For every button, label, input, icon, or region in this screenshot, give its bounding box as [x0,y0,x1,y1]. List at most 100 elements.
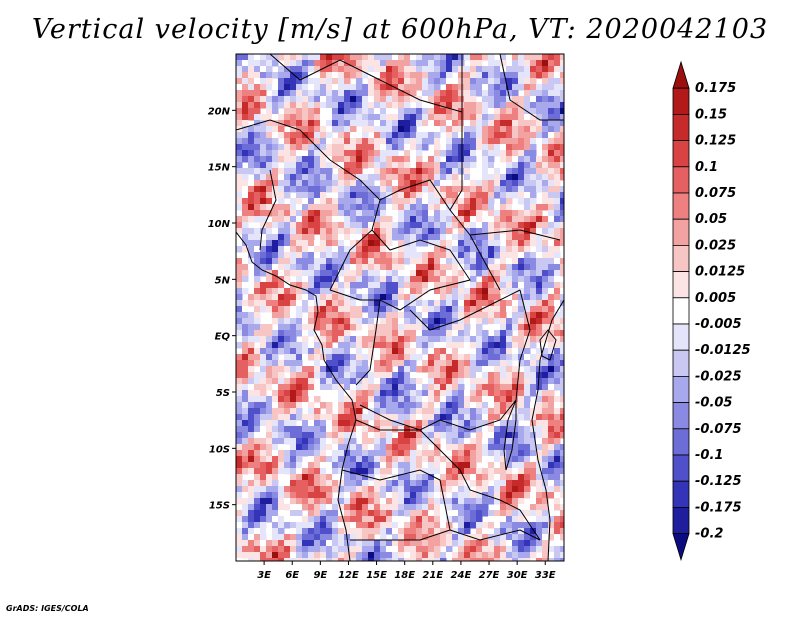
field-cell [374,90,381,97]
field-cell [476,492,483,499]
field-cell [434,396,441,403]
field-cell [290,498,297,505]
field-cell [254,378,261,385]
field-cell [332,204,339,211]
field-cell [266,360,273,367]
field-cell [380,306,387,313]
field-cell [548,462,555,469]
field-cell [416,498,423,505]
field-cell [548,390,555,397]
field-cell [548,522,555,529]
field-cell [404,288,411,295]
field-cell [254,348,261,355]
field-cell [512,342,519,349]
field-cell [398,168,405,175]
field-cell [422,276,429,283]
colorbar-segment [672,271,690,299]
field-cell [248,186,255,193]
field-cell [380,300,387,307]
field-cell [350,354,357,361]
field-cell [332,474,339,481]
field-cell [386,438,393,445]
field-cell [398,138,405,145]
field-cell [548,492,555,499]
field-cell [464,150,471,157]
field-cell [278,462,285,469]
field-cell [464,192,471,199]
field-cell [560,390,564,397]
field-cell [248,504,255,511]
field-cell [512,300,519,307]
field-cell [458,84,465,91]
field-cell [470,504,477,511]
field-cell [440,456,447,463]
field-cell [488,450,495,457]
field-cell [392,150,399,157]
field-cell [302,186,309,193]
field-cell [392,288,399,295]
field-cell [284,486,291,493]
field-cell [254,300,261,307]
field-cell [290,264,297,271]
field-cell [434,66,441,73]
field-cell [350,384,357,391]
field-cell [386,486,393,493]
field-cell [368,378,375,385]
field-cell [482,348,489,355]
field-cell [266,246,273,253]
colorbar-label: 0.125 [695,134,736,149]
field-cell [362,360,369,367]
field-cell [404,534,411,541]
field-cell [362,156,369,163]
field-cell [236,282,243,289]
field-cell [332,174,339,181]
field-cell [536,378,543,385]
field-cell [554,414,561,421]
field-cell [242,222,249,229]
field-cell [416,282,423,289]
field-cell [530,258,537,265]
field-cell [368,414,375,421]
field-cell [344,318,351,325]
field-cell [458,378,465,385]
field-cell [476,312,483,319]
field-cell [236,516,243,523]
field-cell [494,336,501,343]
field-cell [440,366,447,373]
field-cell [506,426,513,433]
field-cell [320,144,327,151]
field-cell [500,144,507,151]
field-cell [374,444,381,451]
field-cell [326,456,333,463]
field-cell [320,246,327,253]
field-cell [458,108,465,115]
field-cell [494,372,501,379]
field-cell [356,204,363,211]
field-cell [296,378,303,385]
field-cell [302,78,309,85]
field-cell [242,288,249,295]
field-cell [470,558,477,561]
field-cell [326,420,333,427]
field-cell [320,444,327,451]
field-cell [242,540,249,547]
field-cell [290,60,297,67]
field-cell [428,180,435,187]
field-cell [302,342,309,349]
field-cell [344,126,351,133]
field-cell [524,306,531,313]
field-cell [356,198,363,205]
field-cell [560,546,564,553]
field-cell [350,486,357,493]
field-cell [542,96,549,103]
field-cell [542,408,549,415]
field-cell [242,246,249,253]
border-line [409,289,521,331]
field-cell [278,246,285,253]
field-cell [356,174,363,181]
field-cell [554,234,561,241]
field-cell [392,204,399,211]
field-cell [542,384,549,391]
field-cell [266,462,273,469]
field-cell [452,144,459,151]
